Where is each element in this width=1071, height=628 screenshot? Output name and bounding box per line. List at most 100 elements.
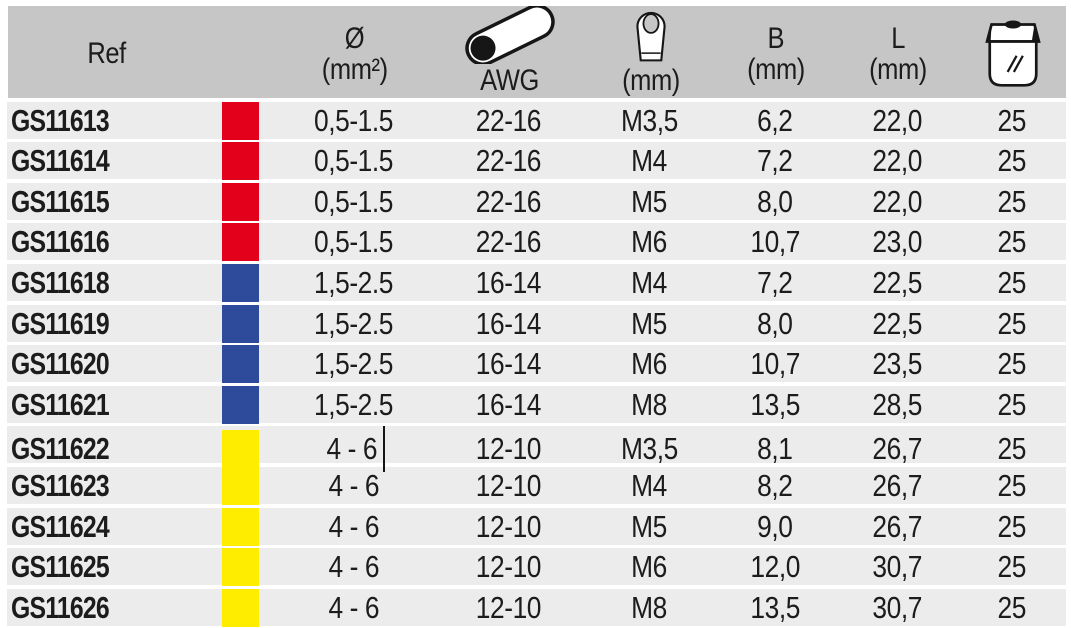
color-cell [205,385,275,424]
header-l-unit: (mm) [869,52,927,86]
header-stud-unit: (mm) [621,64,680,97]
header-ref-label: Ref [87,36,127,70]
qty-cell: 25 [958,589,1066,627]
ring-terminal-icon [635,11,666,62]
ref-cell: GS11615 [7,183,205,221]
b-value: 8,0 [757,305,793,341]
stud-value: M8 [631,589,668,625]
color-swatch [221,182,259,221]
qty-value: 25 [997,305,1027,341]
ref-value: GS11620 [11,346,110,382]
table-row: GS11614 0,5-1.5 22-16 M4 7,2 22,0 25 [7,142,1066,181]
table-row: GS11618 1,5-2.5 16-14 M4 7,2 22,5 25 [7,263,1066,302]
color-cell [205,263,275,302]
table-header: Ref Ø (mm²) AWG (mm) B ( [8,6,1066,98]
stud-cell: M4 [585,467,714,505]
diameter-cell: 0,5-1.5 [275,183,432,221]
awg-cell: 12-10 [432,467,585,505]
stud-cell: M5 [585,183,714,221]
l-value: 23,0 [872,224,922,260]
color-cell [205,142,275,181]
color-cell [205,588,275,627]
stud-value: M4 [631,143,668,179]
qty-cell: 25 [958,102,1066,140]
b-cell: 13,5 [714,386,836,424]
b-cell: 12,0 [714,548,836,586]
header-b-label: B [767,21,785,55]
awg-cell: 22-16 [432,142,585,180]
diameter-value: 4 - 6 [328,467,379,503]
b-value: 13,5 [750,386,800,422]
table-row: GS11622 4 - 6 12-10 M3,5 8,1 26,7 25 [7,426,1066,473]
stud-cell: M6 [585,223,714,261]
l-value: 26,7 [872,431,922,467]
ref-value: GS11615 [11,183,110,219]
b-cell: 9,0 [714,508,836,546]
qty-cell: 25 [958,142,1066,180]
l-cell: 26,7 [836,426,958,472]
qty-cell: 25 [958,426,1066,472]
l-value: 22,5 [872,264,922,300]
color-cell [205,507,275,546]
header-ref: Ref [8,6,206,101]
l-cell: 26,7 [836,467,958,505]
qty-value: 25 [997,589,1027,625]
l-value: 30,7 [872,549,922,585]
b-cell: 8,1 [714,426,836,472]
l-cell: 22,5 [836,264,958,302]
diameter-cell: 1,5-2.5 [275,386,432,424]
awg-value: 12-10 [475,467,542,503]
b-cell: 8,2 [714,467,836,505]
b-value: 10,7 [750,346,800,382]
diameter-value: 4 - 6 [328,508,379,544]
color-swatch [221,507,259,546]
awg-value: 22-16 [475,183,542,219]
table-row: GS11619 1,5-2.5 16-14 M5 8,0 22,5 25 [7,304,1066,343]
header-diameter-symbol: Ø [344,21,365,55]
table-rows: GS11613 0,5-1.5 22-16 M3,5 6,2 22,0 25 G… [7,98,1066,627]
ref-cell: GS11613 [7,102,205,140]
color-swatch [221,101,259,140]
table-row: GS11624 4 - 6 12-10 M5 9,0 26,7 25 [7,507,1066,546]
awg-value: 12-10 [475,508,542,544]
qty-value: 25 [997,431,1027,467]
color-cell [205,304,275,343]
header-awg-label: AWG [480,64,539,97]
awg-value: 16-14 [475,264,542,300]
stud-value: M3,5 [621,431,678,467]
awg-value: 22-16 [475,143,542,179]
diameter-value: 1,5-2.5 [313,305,394,341]
l-cell: 22,5 [836,305,958,343]
qty-cell: 25 [958,223,1066,261]
header-qty [959,6,1066,101]
color-cell [205,466,275,505]
diameter-cell: 1,5-2.5 [275,345,432,383]
ref-value: GS11623 [11,467,110,503]
stud-cell: M8 [585,589,714,627]
stud-value: M4 [631,264,668,300]
l-value: 22,0 [872,102,922,138]
color-swatch [221,548,259,587]
l-value: 28,5 [872,386,922,422]
color-swatch [221,223,259,262]
qty-value: 25 [997,549,1027,585]
stud-value: M5 [631,508,668,544]
awg-cell: 16-14 [432,264,585,302]
stud-cell: M4 [585,142,714,180]
awg-value: 12-10 [475,549,542,585]
ref-cell: GS11619 [7,305,205,343]
qty-cell: 25 [958,386,1066,424]
qty-cell: 25 [958,183,1066,221]
qty-value: 25 [997,508,1027,544]
ref-value: GS11614 [11,143,110,179]
diameter-cell: 1,5-2.5 [275,305,432,343]
qty-cell: 25 [958,345,1066,383]
package-icon [984,19,1041,87]
l-value: 26,7 [872,467,922,503]
l-value: 22,5 [872,305,922,341]
l-cell: 30,7 [836,589,958,627]
header-stud: (mm) [586,6,715,101]
awg-value: 16-14 [475,386,542,422]
text-cursor [383,426,386,473]
